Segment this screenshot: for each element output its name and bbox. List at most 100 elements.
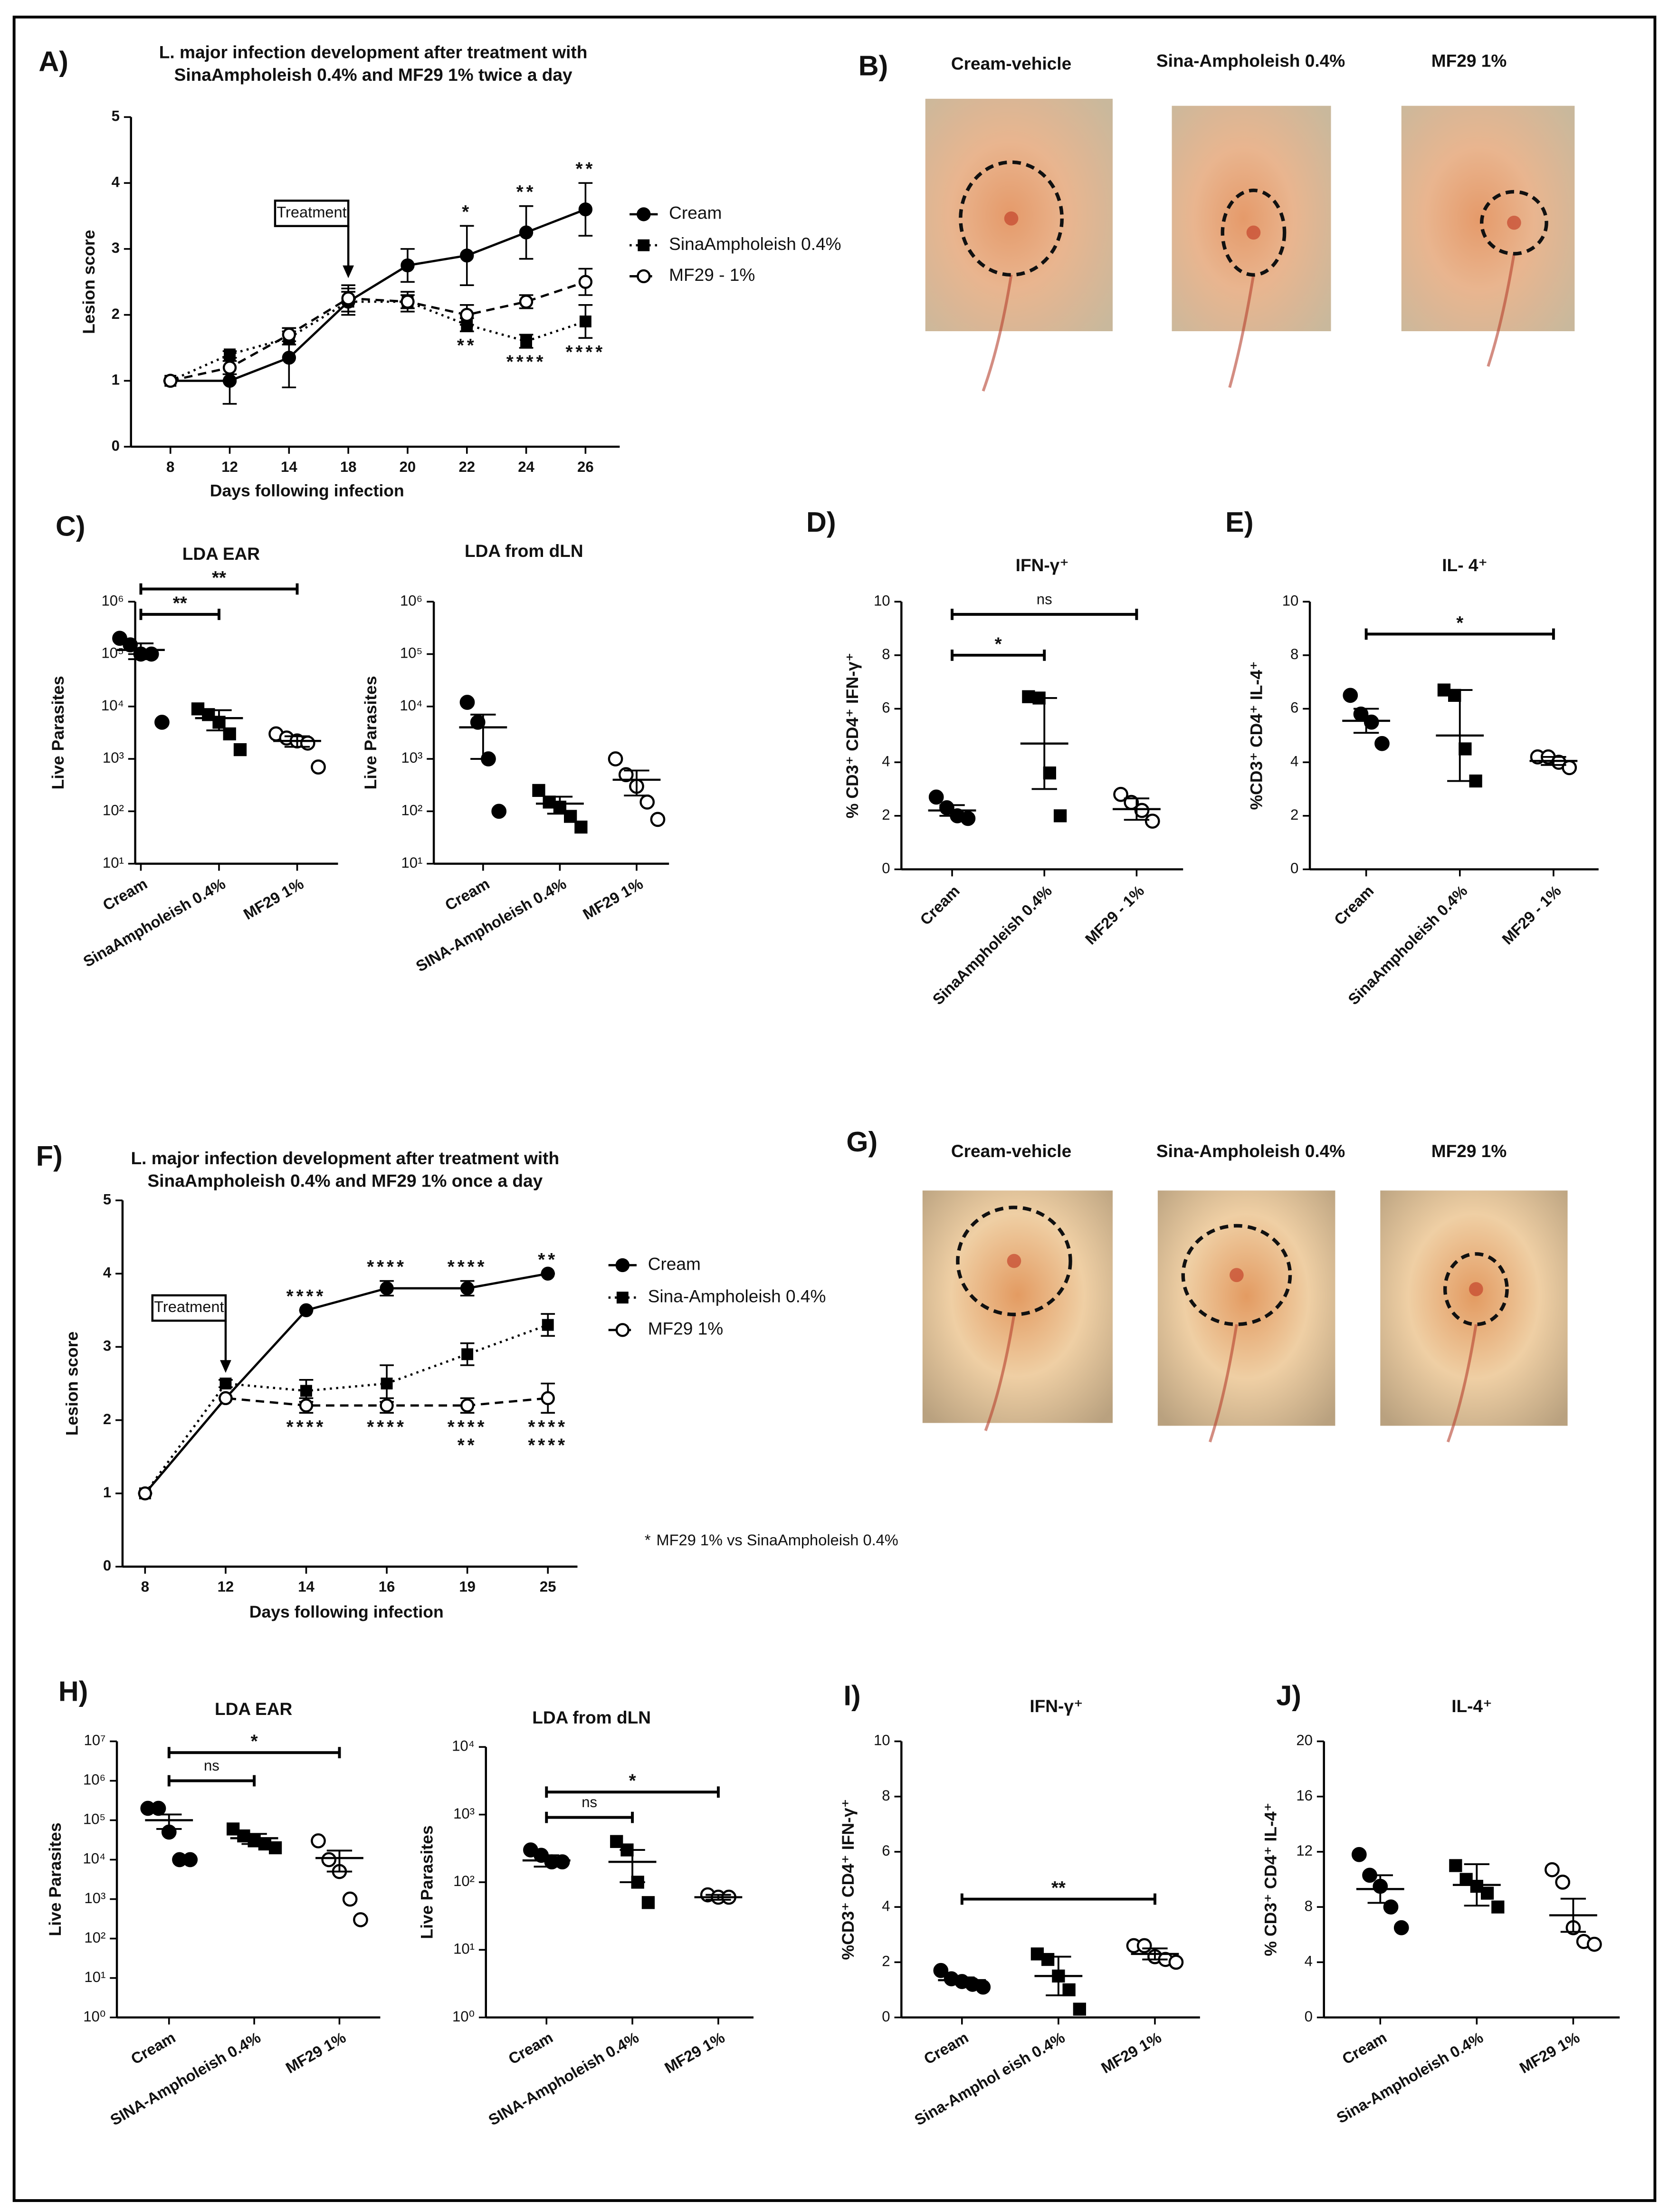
x-tick-label: MF29 - 1% (1498, 882, 1564, 948)
significance-label: ns (204, 1757, 219, 1774)
significance-label: ns (582, 1794, 597, 1810)
significance-label: ** (212, 568, 226, 588)
y-tick-label: 12 (1296, 1842, 1313, 1859)
y-tick-label: 10² (401, 802, 422, 819)
y-tick-label: 4 (1305, 1953, 1313, 1970)
photo-label: MF29 1% (1431, 1141, 1507, 1161)
marker (321, 1852, 337, 1867)
marker (460, 1398, 475, 1413)
marker (542, 1319, 554, 1331)
marker (1062, 1983, 1076, 1997)
lesion (1469, 1282, 1483, 1296)
treatment-box (151, 1294, 227, 1322)
chart-title: LDA EAR (215, 1699, 292, 1719)
y-tick-label: 10³ (401, 749, 422, 766)
marker (222, 360, 237, 375)
marker (182, 1852, 198, 1867)
y-tick-label: 4 (882, 753, 890, 769)
panel-label: G) (846, 1126, 877, 1158)
y-tick-label: 10⁰ (452, 2008, 475, 2025)
vessel (982, 274, 1013, 392)
y-tick-label: 0 (1305, 2008, 1313, 2025)
marker (574, 820, 588, 834)
x-tick-label: Cream (505, 2029, 555, 2068)
significance-mark: ** (575, 159, 595, 180)
significance-bracket (960, 1893, 1156, 1905)
significance-mark: **** (367, 1417, 407, 1437)
x-tick-label: Cream (1339, 2029, 1390, 2068)
marker (123, 637, 138, 652)
y-tick-label: 0 (882, 2008, 890, 2025)
treatment-box (274, 200, 350, 227)
marker (311, 759, 326, 775)
marker (461, 1348, 474, 1360)
x-tick-label: Cream (1331, 882, 1377, 929)
significance-bracket (167, 1747, 341, 1759)
y-tick-label: 20 (1296, 1732, 1313, 1749)
photo-label: Sina-Ampholeish 0.4% (1156, 51, 1345, 71)
legend-label: SinaAmpholeish 0.4% (669, 234, 841, 254)
error-bar (1560, 1897, 1586, 1933)
legend-marker (637, 269, 651, 284)
error-bar (1142, 1947, 1168, 1961)
y-tick-label: 4 (103, 1264, 112, 1281)
significance-bracket (545, 1811, 634, 1823)
legend-marker (615, 1258, 630, 1273)
panel-label: F) (36, 1140, 63, 1172)
legend-marker (615, 1323, 630, 1337)
marker (933, 1963, 949, 1978)
x-tick-label: 24 (518, 459, 534, 475)
significance-bracket (167, 1775, 256, 1787)
x-tick-label: Sina-Amphol eish 0.4% (911, 2029, 1068, 2129)
y-axis-label: Lesion score (79, 230, 98, 334)
x-tick-label: 25 (540, 1579, 556, 1595)
photo (1157, 1190, 1335, 1426)
marker (1562, 760, 1577, 776)
y-tick-label: 10 (1282, 592, 1299, 609)
marker (151, 1800, 166, 1816)
photo (1172, 105, 1331, 331)
chart-title: LDA EAR (182, 544, 260, 564)
marker (282, 351, 296, 365)
x-tick-label: MF29 - 1% (1081, 882, 1147, 948)
x-tick-label: 26 (577, 459, 594, 475)
marker (380, 1281, 394, 1295)
y-tick-label: 8 (882, 646, 890, 662)
significance-bracket (139, 583, 299, 595)
x-tick-label: 16 (379, 1579, 395, 1595)
photo (1380, 1190, 1568, 1426)
x-tick-label: 8 (166, 459, 174, 475)
x-tick-label: 20 (400, 459, 416, 475)
x-tick-label: MF29 1% (1516, 2029, 1583, 2077)
y-tick-label: 4 (1290, 753, 1298, 769)
y-axis-label: %CD3⁺ CD4⁺ IL-4⁺ (1247, 661, 1266, 810)
chart-title: L. major infection development after tre… (131, 1148, 560, 1168)
x-tick-label: 14 (281, 459, 297, 475)
y-tick-label: 10⁵ (400, 645, 423, 661)
panel-label: E) (1225, 506, 1253, 538)
marker (1587, 1936, 1602, 1952)
significance-mark: ** (516, 182, 536, 202)
lesion-outline (1181, 1224, 1292, 1326)
marker (1448, 689, 1461, 702)
y-tick-label: 2 (882, 806, 890, 823)
y-tick-label: 10¹ (84, 1969, 105, 1985)
y-tick-label: 10⁵ (101, 645, 124, 661)
y-tick-label: 3 (103, 1338, 111, 1354)
significance-bracket (139, 609, 220, 620)
marker (608, 751, 623, 766)
y-tick-label: 10² (453, 1873, 475, 1889)
error-bar (620, 1849, 645, 1883)
y-tick-label: 2 (103, 1411, 111, 1427)
error-bar (156, 1813, 182, 1830)
significance-mark: ** (457, 335, 477, 356)
y-tick-label: 0 (1290, 860, 1298, 877)
x-tick-label: SINA-Ampholeish 0.4% (486, 2029, 642, 2129)
lesion (1007, 1254, 1021, 1268)
marker (460, 307, 474, 322)
lesion-outline (1443, 1252, 1509, 1326)
vessel (1209, 1324, 1238, 1443)
x-tick-label: MF29 1% (1098, 2029, 1164, 2077)
